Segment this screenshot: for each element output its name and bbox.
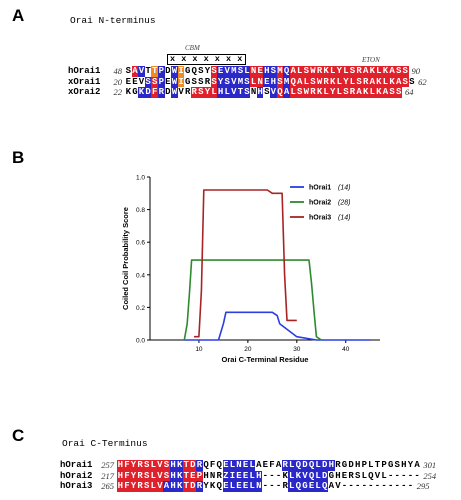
panel-a-title: Orai N-terminus bbox=[70, 15, 156, 26]
x-axis-label: Orai C-Terminal Residue bbox=[222, 355, 309, 364]
sequence-end: 254 bbox=[423, 470, 437, 481]
series-line-hOrai1 bbox=[184, 311, 371, 341]
motif-text: x x x x x x x bbox=[170, 54, 243, 64]
x-tick-label: 10 bbox=[195, 346, 203, 353]
sequence-name: xOrai1 bbox=[68, 76, 101, 87]
sequence-end: 301 bbox=[423, 460, 437, 470]
alignment-row: xOrai1 20 E E V S S P E W I G S S R S Y S V M S L N E H S M Q A L S W R K… bbox=[68, 76, 427, 87]
x-tick-label: 40 bbox=[342, 346, 350, 353]
legend-count: (14) bbox=[338, 215, 350, 222]
sequence-name: hOrai2 bbox=[60, 470, 93, 481]
panel-a-alignment: hOrai1 48 S A V T T P D W I G Q S Y S E V M S L N E H S M Q A L S W R K L… bbox=[68, 66, 427, 98]
panel-c-letter: C bbox=[12, 426, 25, 445]
coiled-coil-chart: 0.0 0.2 0.4 0.6 0.8 1.0 10 20 30 40 Orai C-Termina… bbox=[98, 165, 458, 405]
series-line-hOrai3 bbox=[194, 189, 297, 338]
sequence-end: 90 bbox=[411, 66, 421, 76]
sequence-end: 62 bbox=[418, 76, 427, 87]
y-tick-label: 0.8 bbox=[136, 207, 145, 214]
sequence-start: 257 bbox=[101, 460, 114, 470]
legend-count: (28) bbox=[338, 200, 350, 207]
legend-label: hOrai1 bbox=[309, 185, 331, 192]
y-tick-label: 0.4 bbox=[136, 272, 145, 279]
y-tick-label: 0.0 bbox=[136, 338, 145, 345]
series-line-hOrai2 bbox=[183, 259, 322, 341]
alignment-row: hOrai1 48 S A V T T P D W I G Q S Y S E V M S L N E H S M Q A L S W R K L… bbox=[68, 66, 427, 77]
sequence-name: hOrai3 bbox=[60, 481, 93, 491]
chart-svg: 0.0 0.2 0.4 0.6 0.8 1.0 10 20 30 40 Orai C-Termina… bbox=[121, 175, 380, 364]
y-tick-label: 0.2 bbox=[136, 305, 145, 312]
sequence-start: 22 bbox=[113, 87, 123, 97]
y-tick-label: 0.6 bbox=[136, 240, 145, 247]
eton-label: ETON bbox=[362, 56, 380, 64]
sequence-start: 217 bbox=[101, 470, 114, 481]
panel-b-letter: B bbox=[12, 148, 25, 167]
sequence-name: hOrai1 bbox=[60, 460, 93, 470]
panel-c-title: Orai C-Terminus bbox=[62, 438, 148, 449]
sequence-start: 265 bbox=[101, 481, 114, 491]
y-tick-label: 1.0 bbox=[136, 175, 145, 182]
sequence-start: 20 bbox=[113, 76, 123, 87]
panel-c-alignment: hOrai1 257 H F Y R S L V S H K T D R Q F Q E L N E L A E F A R L Q D Q L… bbox=[60, 460, 436, 492]
cbm-label: CBM bbox=[185, 44, 200, 52]
alignment-row: xOrai2 22 K G K D F R D W V R R S Y L H L V T S N H S V Q A L S W R K L Y… bbox=[68, 87, 427, 98]
alignment-row: hOrai2 217 H F Y R S L V S H K T E P H N R Z I E E L H - - - K L K V Q L… bbox=[60, 470, 437, 481]
motif-header: x x x x x x x bbox=[167, 54, 246, 65]
y-axis-label: Coiled Coil Probability Score bbox=[121, 207, 130, 310]
alignment-row: hOrai1 257 H F Y R S L V S H K T D R Q F Q E L N E L A E F A R L Q D Q L… bbox=[60, 460, 436, 471]
x-tick-label: 30 bbox=[293, 346, 301, 353]
sequence-end: 64 bbox=[404, 87, 414, 97]
sequence-end: 295 bbox=[416, 481, 430, 491]
alignment-row: hOrai3 265 H F Y R S L V A H K T D R Y K Q E L E E L N - - - R L Q G E L… bbox=[60, 481, 436, 492]
sequence-name: hOrai1 bbox=[68, 66, 101, 76]
sequence-name: xOrai2 bbox=[68, 87, 101, 97]
legend-count: (14) bbox=[338, 185, 350, 192]
sequence-start: 48 bbox=[113, 66, 123, 76]
x-tick-label: 20 bbox=[244, 346, 252, 353]
legend-label: hOrai2 bbox=[309, 200, 331, 207]
panel-a-letter: A bbox=[12, 6, 25, 25]
legend-label: hOrai3 bbox=[309, 215, 331, 222]
